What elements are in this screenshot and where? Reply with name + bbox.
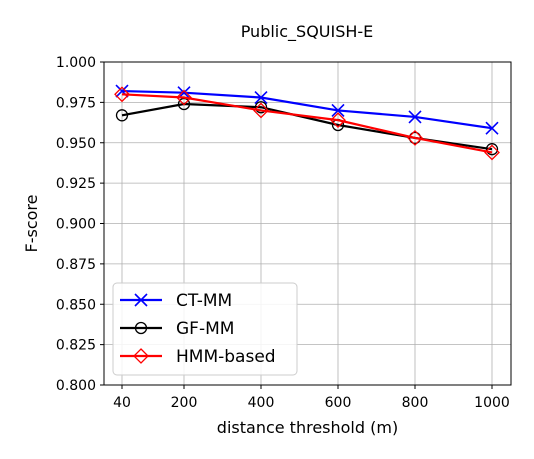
data-point (484, 144, 500, 161)
x-tick-label: 200 (171, 395, 198, 411)
legend-box (112, 282, 298, 376)
y-tick-label: 0.975 (56, 95, 96, 111)
x-tick-label: 600 (325, 395, 352, 411)
series-gf-mm (115, 97, 499, 156)
legend-label: GF-MM (176, 319, 234, 339)
data-point (254, 90, 268, 105)
data-point (485, 121, 499, 135)
legend-marker (134, 293, 148, 307)
series-hmm-based (114, 86, 500, 161)
y-tick-label: 1.000 (56, 55, 96, 71)
data-point (253, 102, 269, 119)
legend-entry: CT-MM (120, 291, 232, 311)
x-tick-label: 40 (113, 395, 131, 411)
y-tick-label: 0.875 (56, 257, 96, 273)
y-tick-label: 0.850 (56, 297, 96, 313)
legend-entry: GF-MM (120, 319, 234, 339)
x-tick-label: 400 (248, 395, 275, 411)
y-tick-label: 0.800 (56, 378, 96, 394)
data-point (407, 129, 423, 146)
y-tick-label: 0.950 (56, 136, 96, 152)
series-ct-mm (115, 84, 499, 135)
legend-entry: HMM-based (120, 347, 276, 367)
data-point (115, 109, 129, 122)
data-point (254, 101, 268, 114)
legend-marker (134, 321, 148, 335)
legend-label: HMM-based (176, 347, 276, 367)
legend-marker (133, 348, 149, 364)
data-point (330, 112, 346, 129)
data-point (408, 110, 422, 124)
data-point (114, 86, 130, 103)
grid (104, 61, 511, 386)
ticks: 0.800 0.825 0.850 0.875 0.900 0.925 0.950 0.975… (56, 55, 510, 411)
data-point (176, 89, 192, 106)
series-line (121, 93, 493, 154)
y-tick-label: 0.925 (56, 176, 96, 192)
data-point (485, 143, 499, 156)
data-point (331, 103, 345, 118)
y-tick-label: 0.900 (56, 217, 96, 233)
legend: CT-MM GF-MM HMM-based (112, 282, 298, 376)
series-line (121, 89, 493, 130)
y-axis-label: F-score (22, 195, 41, 253)
x-axis-label: distance threshold (m) (217, 418, 398, 437)
legend-label: CT-MM (176, 291, 232, 311)
y-tick-label: 0.825 (56, 338, 96, 354)
x-tick-label: 1000 (474, 395, 510, 411)
chart-title: Public_SQUISH-E (241, 22, 374, 42)
x-tick-label: 800 (402, 395, 429, 411)
series-layer (114, 84, 500, 161)
